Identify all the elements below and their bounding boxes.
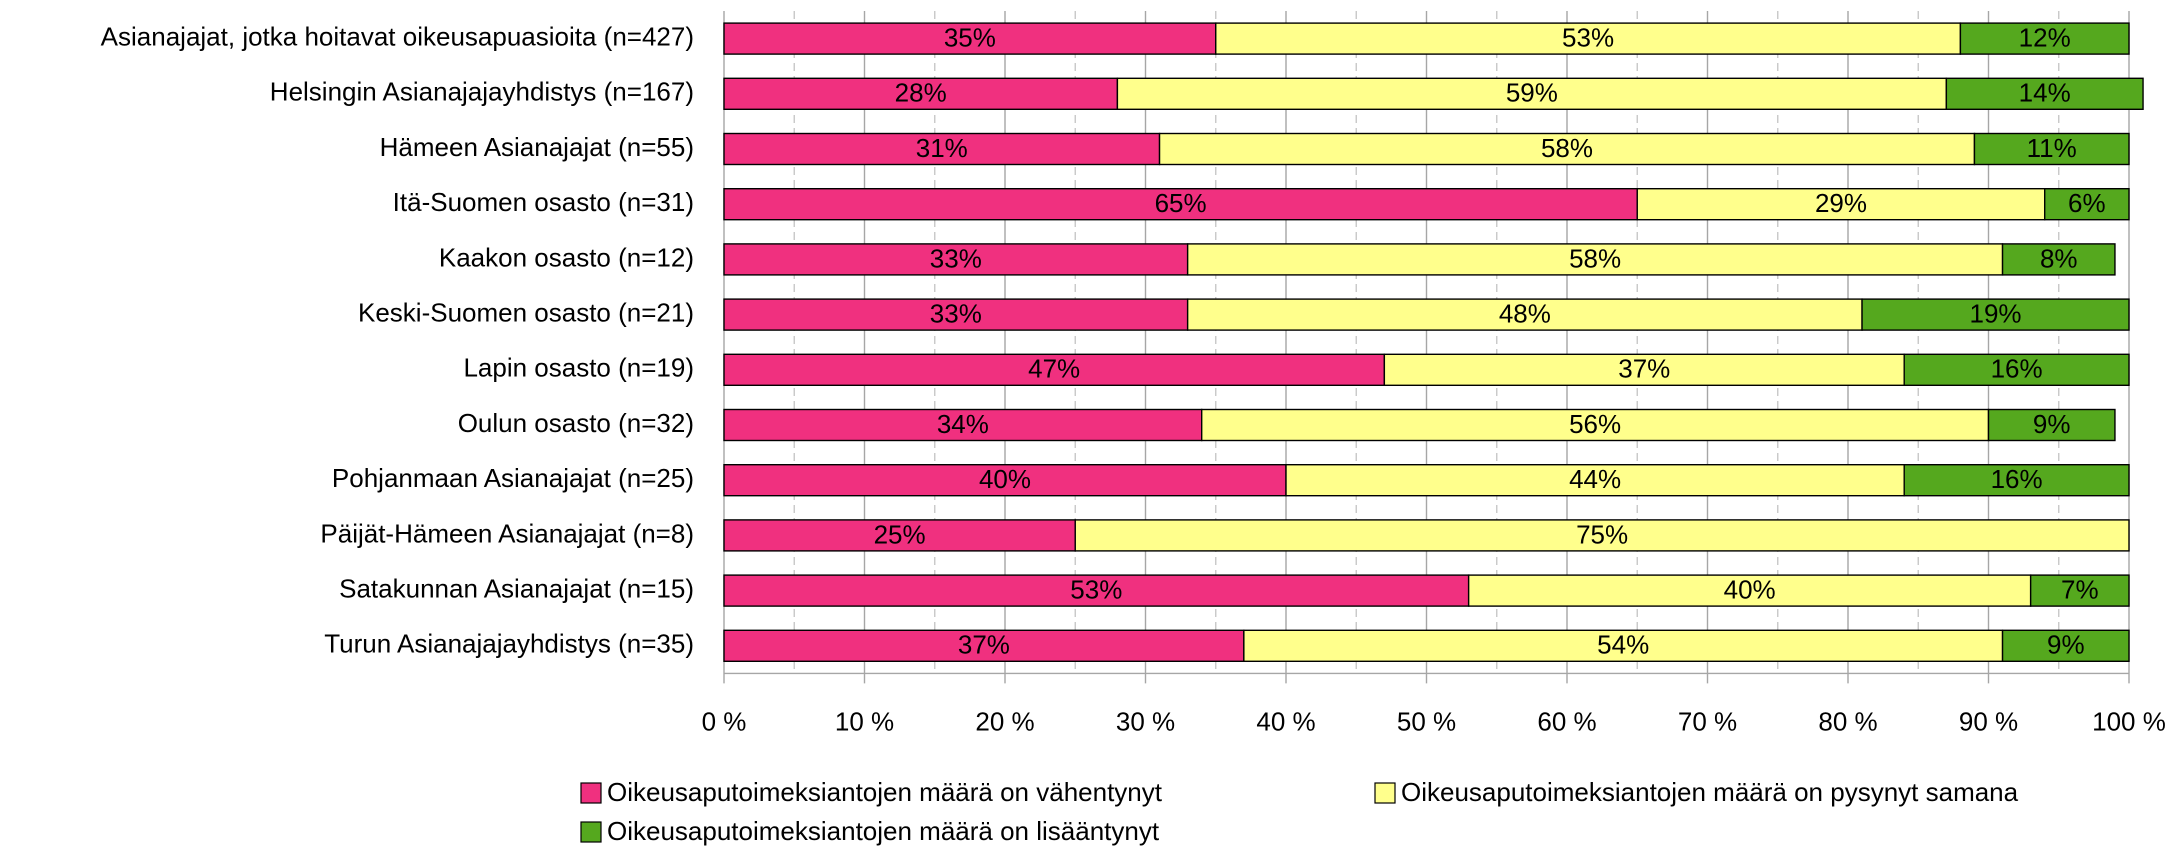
y-tick-label: Kaakon osasto (n=12)	[439, 242, 694, 272]
data-label: 6%	[2068, 188, 2106, 218]
bar-segment	[723, 629, 1245, 662]
data-label: 33%	[930, 243, 982, 273]
bar-segment	[1200, 408, 1990, 442]
legend-swatch	[1374, 782, 1396, 804]
data-label: 53%	[1562, 22, 1614, 52]
bar-segment	[2029, 574, 2130, 607]
bar-segment	[1973, 132, 2130, 166]
y-tick-label: Helsingin Asianajajayhdistys (n=167)	[270, 77, 694, 107]
x-tick-label: 90 %	[1959, 706, 2018, 736]
bar-segment	[1158, 132, 1976, 166]
data-label: 9%	[2047, 630, 2085, 660]
data-label: 37%	[958, 630, 1010, 660]
data-label: 65%	[1155, 188, 1207, 218]
bar-segment	[723, 187, 1638, 221]
bar-segment	[723, 132, 1161, 166]
x-tick-label: 80 %	[1818, 706, 1877, 736]
x-tick-label: 100 %	[2092, 706, 2165, 736]
bar-segment	[1903, 353, 2130, 386]
bar-segment	[1186, 243, 2004, 276]
bar-segment	[1243, 629, 2004, 662]
data-label: 12%	[2019, 22, 2071, 52]
data-label: 11%	[2027, 133, 2077, 163]
y-tick-label: Itä-Suomen osasto (n=31)	[393, 187, 694, 217]
legend-swatch	[580, 821, 602, 843]
bar-segment	[1861, 298, 2130, 331]
data-label: 47%	[1028, 354, 1080, 384]
bar-segment	[1467, 574, 2032, 607]
data-label: 48%	[1499, 298, 1551, 328]
bar-segment	[723, 574, 1470, 607]
x-tick-label: 0 %	[702, 706, 747, 736]
legend-label: Oikeusaputoimeksiantojen määrä on pysyny…	[1401, 777, 2019, 807]
data-label: 53%	[1070, 574, 1122, 604]
data-label: 14%	[2019, 78, 2071, 108]
y-tick-label: Turun Asianajajayhdistys (n=35)	[324, 629, 694, 659]
bar-segment	[1116, 77, 1948, 111]
data-label: 44%	[1569, 464, 1621, 494]
bar-segment	[723, 243, 1189, 276]
data-label: 58%	[1569, 243, 1621, 273]
data-label: 16%	[1991, 464, 2043, 494]
y-tick-label: Satakunnan Asianajajat (n=15)	[339, 573, 694, 603]
x-tick-label: 50 %	[1397, 706, 1456, 736]
x-tick-label: 30 %	[1116, 706, 1175, 736]
data-label: 35%	[944, 22, 996, 52]
bar-segment	[2001, 629, 2130, 662]
data-label: 19%	[1970, 298, 2022, 328]
x-tick-label: 20 %	[975, 706, 1034, 736]
bar-segment	[723, 298, 1189, 331]
x-tick-label: 60 %	[1537, 706, 1596, 736]
data-label: 54%	[1597, 630, 1649, 660]
y-tick-label: Keski-Suomen osasto (n=21)	[358, 297, 694, 327]
bar-segment	[1383, 353, 1905, 386]
data-label: 9%	[2033, 409, 2071, 439]
data-label: 58%	[1541, 133, 1593, 163]
bar-segment	[2001, 243, 2116, 276]
bar-segment	[1987, 408, 2116, 442]
y-tick-label: Päijät-Hämeen Asianajajat (n=8)	[320, 518, 694, 548]
x-tick-label: 10 %	[835, 706, 894, 736]
y-tick-label: Lapin osasto (n=19)	[463, 353, 694, 383]
data-label: 40%	[1724, 574, 1776, 604]
legend-label: Oikeusaputoimeksiantojen määrä on lisään…	[607, 816, 1160, 846]
data-label: 33%	[930, 298, 982, 328]
data-label: 16%	[1991, 354, 2043, 384]
bar-segment	[2043, 187, 2130, 221]
bar-segment	[1215, 22, 1962, 55]
data-label: 29%	[1815, 188, 1867, 218]
data-label: 8%	[2040, 243, 2078, 273]
y-tick-label: Hämeen Asianajajat (n=55)	[380, 132, 694, 162]
bar-segment	[723, 22, 1217, 55]
bar-segment	[1959, 22, 2130, 55]
data-label: 25%	[874, 519, 926, 549]
bar-segment	[1074, 519, 2130, 552]
data-label: 34%	[937, 409, 989, 439]
x-tick-label: 40 %	[1256, 706, 1315, 736]
y-tick-label: Asianajajat, jotka hoitavat oikeusapuasi…	[101, 21, 694, 51]
bar-segment	[723, 464, 1287, 497]
y-tick-label: Oulun osasto (n=32)	[458, 408, 694, 438]
y-tick-label: Pohjanmaan Asianajajat (n=25)	[332, 463, 694, 493]
bar-segment	[1945, 77, 2144, 111]
x-tick-label: 70 %	[1678, 706, 1737, 736]
data-label: 59%	[1506, 78, 1558, 108]
data-label: 75%	[1576, 519, 1628, 549]
data-label: 28%	[895, 78, 947, 108]
data-label: 31%	[916, 133, 968, 163]
data-label: 40%	[979, 464, 1031, 494]
legend-swatch	[580, 782, 602, 804]
bar-segment	[1903, 464, 2130, 497]
data-label: 7%	[2061, 574, 2099, 604]
data-label: 56%	[1569, 409, 1621, 439]
bar-segment	[723, 77, 1119, 111]
data-label: 37%	[1618, 354, 1670, 384]
bar-segment	[723, 353, 1386, 386]
bar-segment	[723, 408, 1203, 442]
legend-label: Oikeusaputoimeksiantojen määrä on vähent…	[607, 777, 1163, 807]
